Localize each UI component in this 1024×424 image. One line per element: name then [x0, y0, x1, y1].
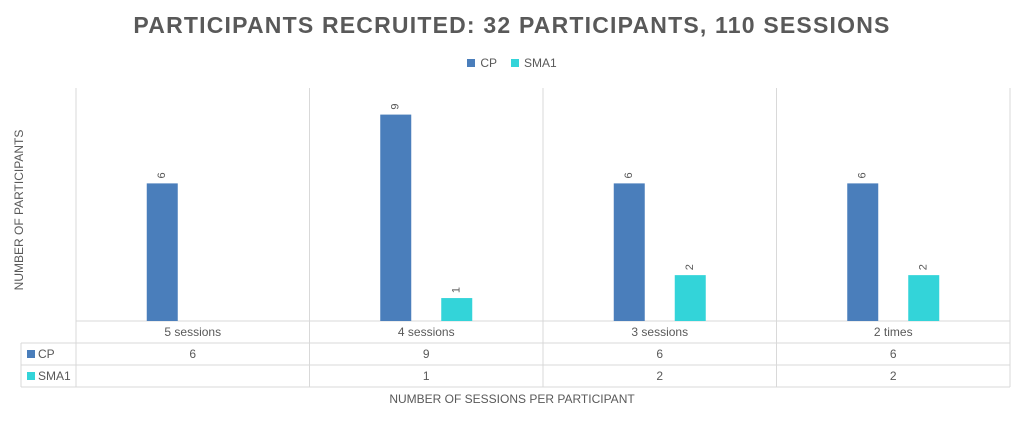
bar-data-label: 6 [156, 172, 168, 178]
table-row-header-cp: CP [38, 347, 55, 361]
bar-sma1 [441, 298, 473, 321]
table-cell-cp: 6 [189, 347, 196, 361]
bar-data-label: 6 [857, 172, 869, 178]
table-row-header-sma1: SMA1 [38, 369, 71, 383]
table-cell-sma1: 2 [890, 369, 897, 383]
table-cell-cp: 9 [423, 347, 430, 361]
bar-data-label: 6 [623, 172, 635, 178]
bar-cp [146, 183, 178, 321]
table-legend-key-sma1 [27, 372, 35, 380]
bar-cp [847, 183, 879, 321]
table-cell-sma1: 2 [656, 369, 663, 383]
x-tick-label: 4 sessions [398, 325, 455, 339]
bar-data-label: 9 [390, 104, 402, 110]
bar-data-label: 2 [684, 264, 696, 270]
legend-swatch-sma1 [510, 59, 519, 67]
bar-sma1 [908, 275, 940, 321]
legend-item-cp: CP [467, 56, 497, 70]
x-tick-label: 3 sessions [631, 325, 688, 339]
bar-data-label: 2 [918, 264, 930, 270]
x-axis-label: NUMBER OF SESSIONS PER PARTICIPANT [389, 392, 635, 406]
table-legend-key-cp [27, 350, 35, 358]
legend-swatch-cp [467, 59, 476, 67]
bar-cp [380, 114, 412, 321]
bar-cp [613, 183, 645, 321]
table-cell-cp: 6 [890, 347, 897, 361]
x-tick-label: 2 times [874, 325, 913, 339]
bar-data-label: 1 [451, 287, 463, 293]
legend-label-sma1: SMA1 [523, 56, 557, 70]
x-tick-label: 5 sessions [164, 325, 221, 339]
table-cell-sma1: 1 [423, 369, 430, 383]
bar-sma1 [674, 275, 706, 321]
legend-label-cp: CP [480, 56, 497, 70]
legend-item-sma1: SMA1 [510, 56, 557, 70]
table-cell-cp: 6 [656, 347, 663, 361]
chart-title: PARTICIPANTS RECRUITED: 32 PARTICIPANTS,… [133, 12, 891, 38]
chart-legend: CP SMA1 [0, 56, 1024, 70]
